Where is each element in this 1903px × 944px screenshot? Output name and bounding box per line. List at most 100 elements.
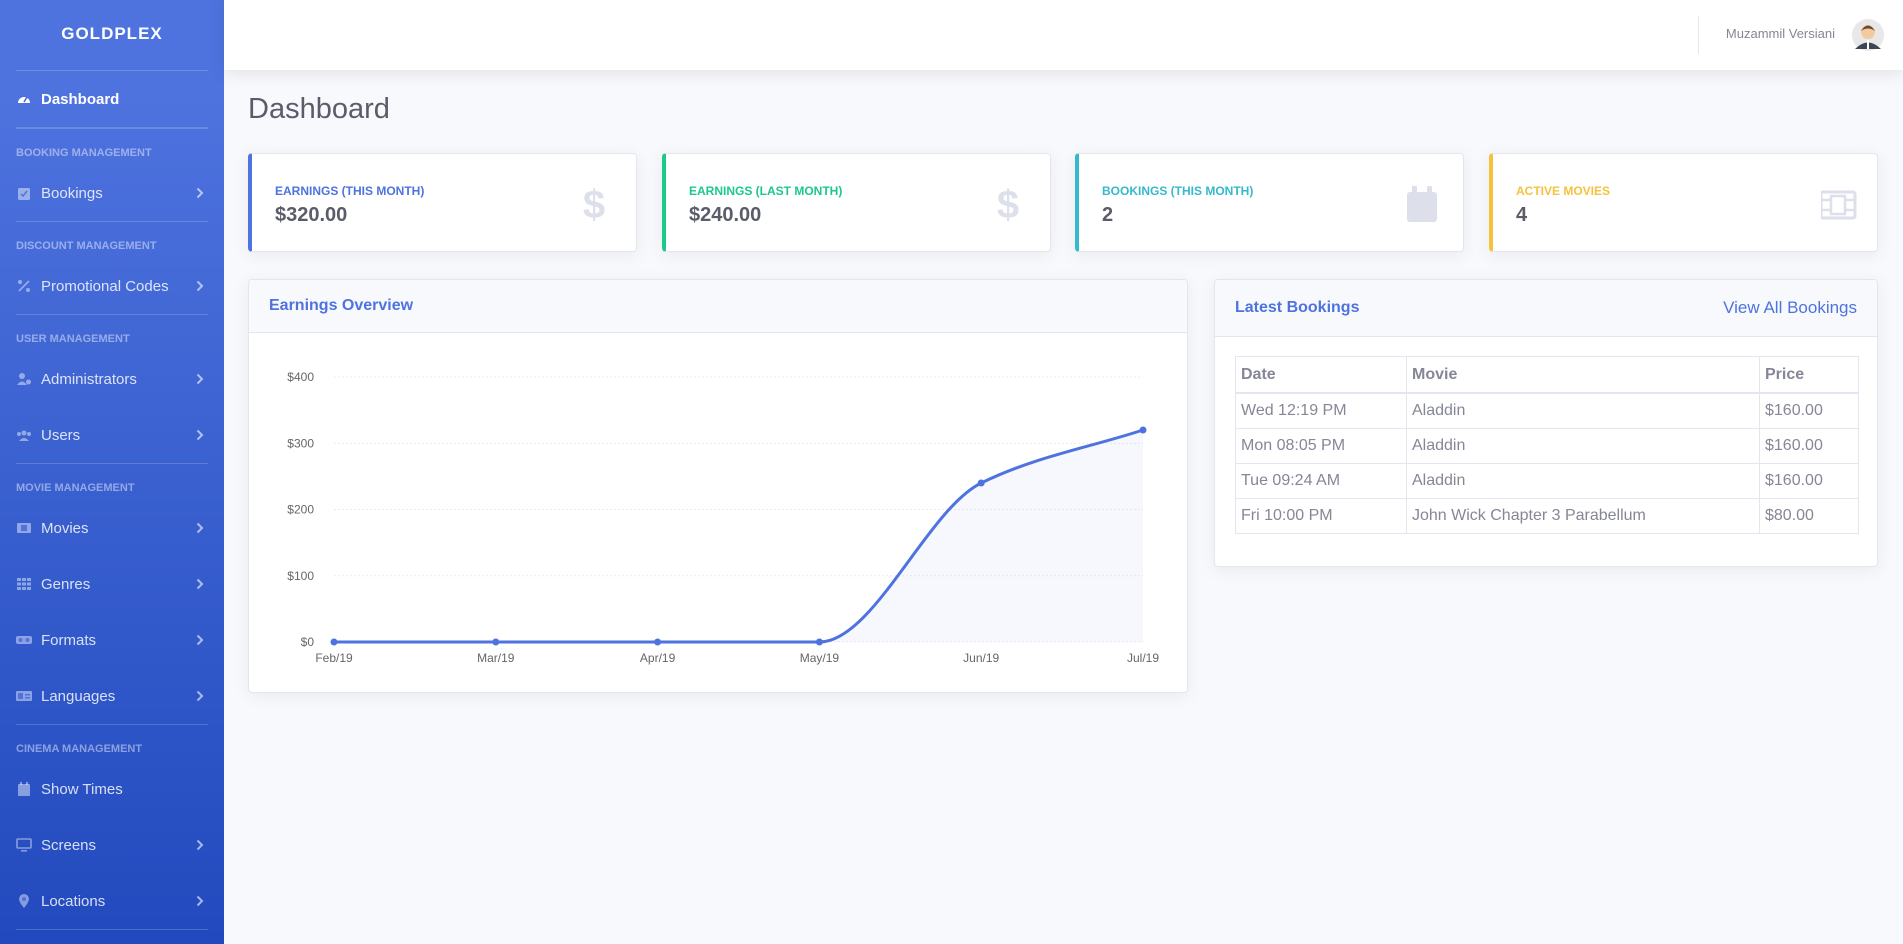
nav: Dashboard BOOKING MANAGEMENT Bookings DISCO… <box>0 71 224 944</box>
brand[interactable]: GOLDPLEX <box>61 24 163 43</box>
card-icon: $ <box>583 186 605 224</box>
chart: $0 $100 $200 $300 $400 Feb/19 Mar/19 Apr/19 May/… <box>287 370 1159 665</box>
stat-card: EARNINGS (LAST MONTH) $240.00 $ <box>662 153 1051 252</box>
table-cell: Aladdin <box>1406 392 1760 429</box>
chart-panel: Earnings Overview $0 $100 $200 $300 $400 Feb/… <box>248 279 1188 693</box>
divider <box>16 221 208 222</box>
nav-label: Users <box>41 426 81 444</box>
table-header: Date Movie Price <box>1235 356 1859 394</box>
y-tick-label: $400 <box>287 370 314 384</box>
nav-item[interactable]: Screens <box>0 817 224 873</box>
card-label: EARNINGS (THIS MONTH) <box>275 184 425 198</box>
nav-label: Formats <box>41 631 97 649</box>
card-icon <box>1821 190 1857 220</box>
nav-icon <box>17 373 31 385</box>
nav-item[interactable]: Locations <box>0 873 224 929</box>
point[interactable] <box>654 638 662 646</box>
nav-heading: DISCOUNT MANAGEMENT <box>16 240 157 252</box>
nav-label: Dashboard <box>41 90 120 108</box>
chevron <box>196 895 204 907</box>
nav-item[interactable]: Genres <box>0 556 224 612</box>
point[interactable] <box>815 638 823 646</box>
nav-item[interactable]: Languages <box>0 668 224 724</box>
panel-title: Earnings Overview <box>269 297 414 314</box>
table-cell: Aladdin <box>1406 428 1760 464</box>
card-value: 2 <box>1102 204 1114 226</box>
point[interactable] <box>977 479 985 487</box>
nav-label: Locations <box>41 892 106 910</box>
y-tick-label: $100 <box>287 569 314 583</box>
nav-icon <box>16 691 32 701</box>
nav-heading: MOVIE MANAGEMENT <box>16 482 135 494</box>
line <box>334 428 1144 644</box>
table-row: Fri 10:00 PM John Wick Chapter 3 Parabell… <box>1235 498 1859 534</box>
nav-item[interactable]: Dashboard <box>0 71 224 127</box>
table-cell: $160.00 <box>1759 463 1859 499</box>
nav-item[interactable]: Administrators <box>0 351 224 407</box>
nav-icon <box>18 280 30 292</box>
nav-item[interactable]: Formats <box>0 612 224 668</box>
point[interactable] <box>330 638 338 646</box>
panel-title: Latest Bookings <box>1235 299 1360 316</box>
stat-card: BOOKINGS (THIS MONTH) 2 <box>1075 153 1464 252</box>
divider <box>16 70 208 71</box>
card-label: EARNINGS (LAST MONTH) <box>689 184 843 198</box>
nav-label: Languages <box>41 687 116 705</box>
table-cell: Aladdin <box>1406 463 1760 499</box>
table-cell: $160.00 <box>1759 392 1859 429</box>
svg-text:$: $ <box>997 186 1019 224</box>
point[interactable] <box>1139 426 1147 434</box>
card-icon <box>1407 186 1437 222</box>
nav-item[interactable]: Show Times <box>0 761 224 817</box>
column-header: Price <box>1759 356 1859 394</box>
nav-icon <box>17 430 31 441</box>
nav-label: Administrators <box>41 370 137 388</box>
table-row: Tue 09:24 AM Aladdin $160.00 <box>1235 463 1859 499</box>
nav-item[interactable]: Users <box>0 407 224 463</box>
chevron <box>196 429 204 441</box>
nav-label: Show Times <box>41 780 123 798</box>
nav-icon <box>19 894 29 908</box>
nav-label: Bookings <box>41 184 103 202</box>
nav-heading: CMS <box>0 930 224 944</box>
chevron <box>196 373 204 385</box>
bookings-panel: Latest Bookings View All Bookings Date Mo… <box>1214 279 1878 567</box>
table-row: Wed 12:19 PM Aladdin $160.00 <box>1235 392 1859 429</box>
bookings-table: Date Movie Price Wed 12:19 PM Aladdin $160.00… <box>1235 356 1859 534</box>
nav-heading: USER MANAGEMENT <box>16 333 130 345</box>
page-title: Dashboard <box>248 93 390 125</box>
table-cell: $160.00 <box>1759 428 1859 464</box>
divider <box>16 314 208 315</box>
nav-icon <box>17 578 31 590</box>
chevron <box>196 634 204 646</box>
stat-card: ACTIVE MOVIES 4 <box>1489 153 1878 252</box>
table-cell: John Wick Chapter 3 Parabellum <box>1406 498 1760 534</box>
avatar[interactable] <box>1851 18 1885 52</box>
divider <box>16 724 208 725</box>
point[interactable] <box>492 638 500 646</box>
nav-label: Movies <box>41 519 89 537</box>
nav-icon <box>18 782 30 796</box>
x-tick-label: Apr/19 <box>640 651 676 665</box>
nav-item[interactable]: Movies <box>0 500 224 556</box>
nav-item[interactable]: Bookings <box>0 165 224 221</box>
view-all-link[interactable]: View All Bookings <box>1723 298 1857 317</box>
card-label: BOOKINGS (THIS MONTH) <box>1102 184 1254 198</box>
x-tick-label: Jun/19 <box>963 651 999 665</box>
nav-heading: BOOKING MANAGEMENT <box>16 147 152 159</box>
nav-icon <box>18 96 30 103</box>
y-tick-label: $200 <box>287 503 314 517</box>
nav-icon <box>16 636 32 644</box>
chevron <box>196 839 204 851</box>
user-name[interactable]: Muzammil Versiani <box>1725 26 1835 41</box>
card-value: $320.00 <box>275 204 348 226</box>
divider <box>16 128 208 129</box>
table-cell: Wed 12:19 PM <box>1235 392 1407 429</box>
x-tick-label: Mar/19 <box>477 651 515 665</box>
nav-item[interactable]: Promotional Codes <box>0 258 224 314</box>
topbar: Muzammil Versiani <box>224 0 1903 70</box>
card-value: 4 <box>1516 204 1528 226</box>
divider <box>16 463 208 464</box>
divider <box>16 127 208 128</box>
sidebar: GOLDPLEX Dashboard BOOKING MANAGEMENT Book… <box>0 0 224 944</box>
